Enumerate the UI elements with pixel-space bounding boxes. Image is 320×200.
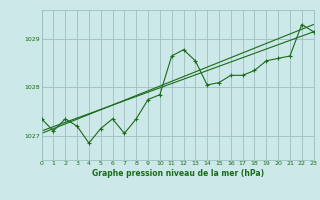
X-axis label: Graphe pression niveau de la mer (hPa): Graphe pression niveau de la mer (hPa) xyxy=(92,169,264,178)
